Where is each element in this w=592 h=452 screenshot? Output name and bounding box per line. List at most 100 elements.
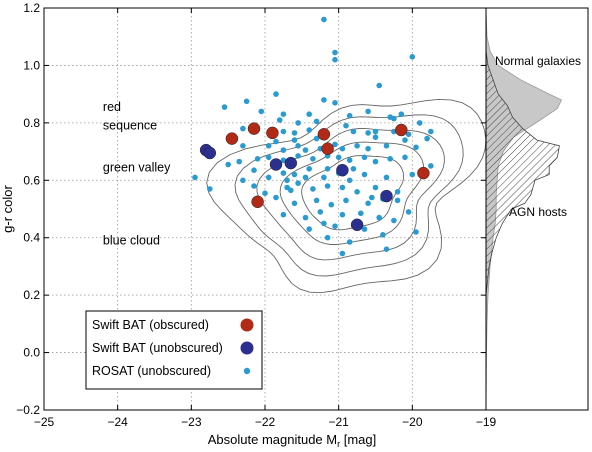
small-point: [346, 177, 353, 184]
color-histograms: [485, 7, 563, 411]
small-point: [343, 197, 349, 204]
small-point: [280, 211, 287, 218]
small-point: [365, 145, 371, 152]
region-label: blue cloud: [103, 234, 160, 248]
small-point: [394, 197, 401, 204]
small-point: [280, 111, 287, 117]
small-point: [328, 201, 335, 208]
small-point: [262, 190, 268, 196]
small-point: [350, 166, 357, 172]
x-tick-label: −22: [255, 415, 276, 429]
large-point: [321, 142, 334, 155]
small-point: [280, 147, 287, 153]
small-point: [251, 167, 257, 173]
small-point: [273, 194, 279, 201]
axis-ticks: −25 −24 −23 −22 −21 −20 −19 −0.2 0.0 0.2 0.4 0.6 0.8…: [16, 1, 496, 429]
large-point: [203, 146, 217, 160]
small-point: [402, 137, 408, 143]
small-point: [332, 100, 338, 106]
small-point: [280, 128, 287, 135]
data-points: [192, 16, 434, 257]
large-point: [317, 128, 331, 141]
small-point: [313, 197, 320, 204]
small-point: [321, 97, 327, 103]
small-point: [428, 128, 434, 135]
small-point: [295, 143, 301, 149]
small-point: [313, 135, 320, 142]
agn-hosts-histogram: [485, 51, 560, 296]
small-point: [413, 229, 419, 235]
small-point: [424, 135, 430, 142]
large-point: [350, 218, 364, 232]
small-point: [302, 147, 309, 153]
density-contour: [206, 98, 487, 294]
small-point: [361, 171, 368, 178]
legend-marker-unobscured: [240, 341, 254, 355]
small-point: [258, 108, 265, 115]
small-point: [358, 210, 364, 217]
small-point: [428, 163, 434, 169]
legend-marker-obscured: [240, 318, 254, 332]
small-point: [265, 174, 272, 181]
small-point: [291, 130, 298, 136]
small-point: [236, 158, 242, 165]
small-point: [295, 180, 301, 186]
density-contour: [279, 141, 425, 245]
x-tick-label: −20: [402, 415, 423, 429]
small-point: [324, 234, 331, 241]
small-point: [391, 217, 397, 224]
small-point: [225, 161, 231, 168]
small-point: [409, 171, 416, 178]
small-point: [372, 184, 379, 191]
small-point: [369, 194, 375, 201]
small-point: [306, 127, 313, 133]
small-point: [332, 56, 338, 63]
small-point: [332, 141, 338, 148]
small-point: [339, 145, 346, 152]
region-labels: red sequence green valley blue cloud: [103, 100, 171, 248]
large-point: [269, 158, 283, 171]
small-point: [324, 183, 331, 189]
small-point: [276, 117, 283, 123]
small-point: [339, 250, 346, 257]
region-label: green valley: [103, 160, 171, 174]
small-point: [409, 54, 416, 60]
small-point: [273, 91, 279, 97]
small-point: [302, 214, 309, 221]
density-contour: [234, 114, 464, 277]
small-point: [383, 246, 390, 252]
small-point: [306, 226, 313, 232]
small-point: [251, 183, 257, 189]
small-point: [280, 170, 287, 176]
small-point: [343, 122, 349, 129]
small-point: [405, 131, 412, 138]
small-point: [387, 156, 394, 162]
x-axis-label: Absolute magnitude Mr [mag]: [208, 432, 376, 449]
small-point: [332, 223, 338, 229]
small-point: [321, 220, 327, 227]
small-point: [416, 120, 423, 126]
x-tick-label: −23: [181, 415, 202, 429]
small-point: [313, 118, 320, 125]
small-point: [376, 214, 383, 221]
small-point: [240, 177, 246, 184]
small-point: [306, 111, 313, 117]
small-point: [288, 187, 294, 194]
small-point: [339, 211, 346, 218]
small-point: [365, 200, 371, 207]
small-point: [310, 156, 316, 162]
small-point: [372, 128, 379, 135]
small-point: [354, 143, 360, 149]
legend-label-rosat: ROSAT (unobscured): [92, 364, 211, 378]
small-point: [284, 177, 290, 184]
small-point: [413, 144, 419, 151]
small-point: [383, 143, 390, 149]
y-tick-label: 0.8: [23, 116, 40, 130]
small-point: [221, 104, 228, 110]
small-point: [346, 239, 353, 245]
x-tick-label: −19: [476, 415, 497, 429]
large-point: [247, 122, 261, 135]
small-point: [302, 174, 309, 181]
y-tick-label: 0.0: [23, 346, 40, 360]
